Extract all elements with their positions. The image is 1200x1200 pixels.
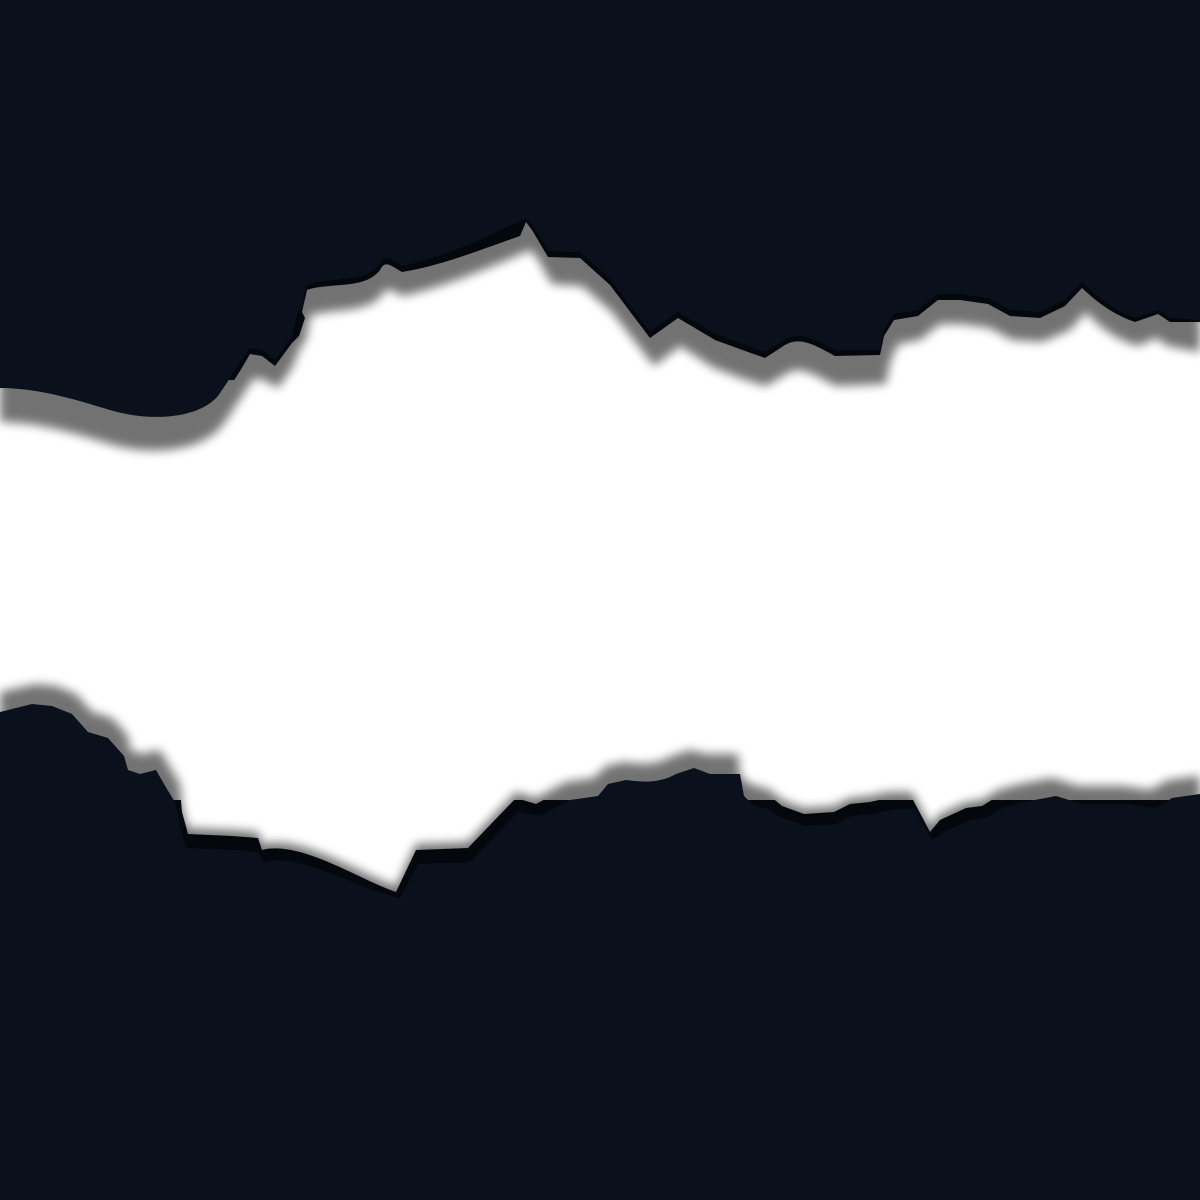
- top-tear-dark-edge: [0, 0, 1200, 417]
- top-tear-white-lip: [0, 222, 1200, 600]
- bottom-tear-white-lip: [0, 600, 1200, 892]
- bottom-tear-dark-edge: [0, 704, 1200, 1200]
